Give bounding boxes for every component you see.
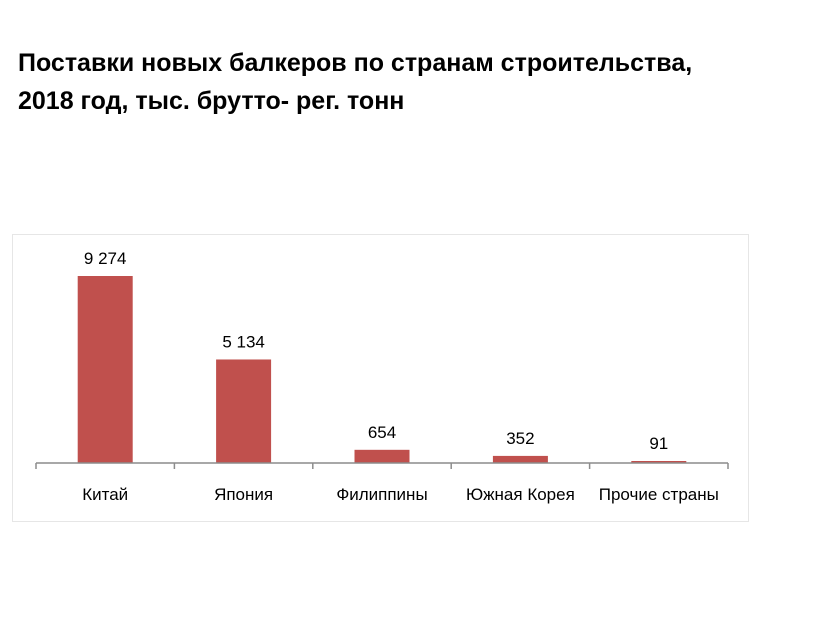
bar-3 xyxy=(492,455,548,463)
data-label-3: 352 xyxy=(506,429,534,448)
chart-area xyxy=(12,234,749,522)
category-label-2: Филиппины xyxy=(336,485,427,504)
bar-4 xyxy=(631,461,687,463)
category-label-3: Южная Корея xyxy=(466,485,575,504)
bar-0 xyxy=(77,276,133,463)
chart-title: Поставки новых балкеров по странам строи… xyxy=(18,44,808,120)
category-label-0: Китай xyxy=(82,485,128,504)
data-label-1: 5 134 xyxy=(222,332,265,351)
data-label-4: 91 xyxy=(649,434,668,453)
data-label-2: 654 xyxy=(368,423,396,442)
chart-title-line-1: Поставки новых балкеров по странам строи… xyxy=(18,49,693,77)
data-label-0: 9 274 xyxy=(84,249,127,268)
bar-1 xyxy=(216,359,272,463)
chart-title-line-2: 2018 год, тыс. брутто- рег. тонн xyxy=(18,87,405,115)
category-label-4: Прочие страны xyxy=(599,485,719,504)
bar-2 xyxy=(354,449,410,463)
category-label-1: Япония xyxy=(214,485,273,504)
